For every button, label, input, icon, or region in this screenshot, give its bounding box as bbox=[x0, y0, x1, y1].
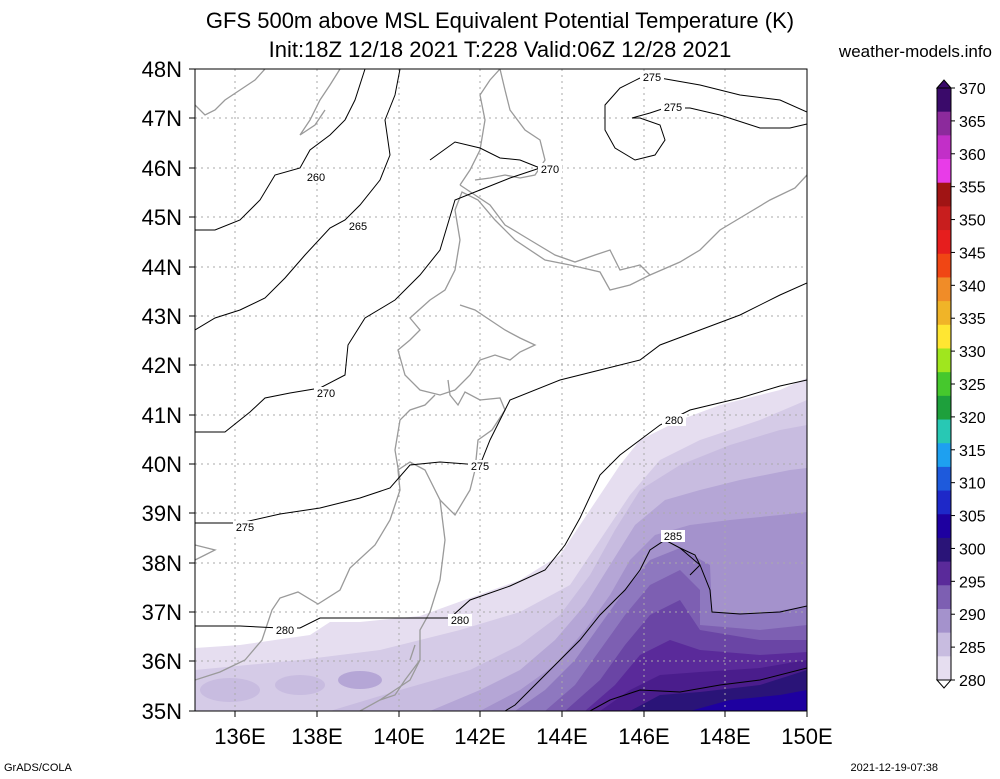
chart-title: GFS 500m above MSL Equivalent Potential … bbox=[205, 8, 795, 33]
contour-label: 285 bbox=[664, 531, 682, 543]
chart-subtitle: Init:18Z 12/18 2021 T:228 Valid:06Z 12/2… bbox=[268, 37, 732, 62]
colorbar-top-arrow bbox=[935, 79, 953, 89]
colorbar-swatch bbox=[937, 537, 951, 563]
colorbar-label: 295 bbox=[959, 574, 986, 591]
contour-label: 275 bbox=[471, 461, 489, 473]
colorbar-label: 330 bbox=[959, 344, 986, 361]
lon-label: 138E bbox=[291, 724, 342, 749]
lon-label: 150E bbox=[781, 724, 832, 749]
lon-label: 142E bbox=[454, 724, 505, 749]
contour-label-group: 275 275 270 260 265 270 280 275 275 285 … bbox=[233, 71, 686, 637]
colorbar-swatch bbox=[937, 656, 951, 681]
colorbar-swatch bbox=[937, 585, 951, 610]
lon-label: 144E bbox=[536, 724, 587, 749]
contour-label: 275 bbox=[643, 72, 661, 84]
map-border bbox=[194, 68, 808, 712]
lat-label: 42N bbox=[142, 353, 182, 378]
contour-label: 280 bbox=[665, 415, 683, 427]
colorbar-swatch bbox=[937, 561, 951, 586]
lat-label: 39N bbox=[142, 501, 182, 526]
lat-labels: 48N 47N 46N 45N 44N 43N 42N 41N 40N 39N … bbox=[142, 57, 182, 724]
colorbar-swatch bbox=[937, 632, 951, 657]
colorbar-label: 350 bbox=[959, 213, 986, 230]
lon-label: 136E bbox=[214, 724, 265, 749]
colorbar-swatch bbox=[937, 348, 951, 373]
colorbar-swatch bbox=[937, 111, 951, 136]
lat-label: 48N bbox=[142, 57, 182, 82]
lon-label: 140E bbox=[373, 724, 424, 749]
lat-label: 41N bbox=[142, 403, 182, 428]
contour-label: 270 bbox=[317, 388, 335, 400]
colorbar-swatch bbox=[937, 253, 951, 278]
colorbar-swatch bbox=[937, 466, 951, 492]
colorbar-swatch bbox=[937, 395, 951, 421]
colorbar-label: 305 bbox=[959, 509, 986, 526]
grid-lines bbox=[195, 69, 807, 711]
contour-label: 275 bbox=[664, 102, 682, 114]
site-label: weather-models.info bbox=[838, 42, 992, 61]
colorbar-swatch bbox=[937, 324, 951, 349]
colorbar-swatch bbox=[937, 135, 951, 160]
lat-label: 44N bbox=[142, 255, 182, 280]
colorbar-label: 300 bbox=[959, 541, 986, 558]
lat-label: 40N bbox=[142, 452, 182, 477]
contour-label: 260 bbox=[307, 172, 325, 184]
contour-label: 280 bbox=[451, 615, 469, 627]
contour-label: 275 bbox=[236, 522, 254, 534]
lat-label: 36N bbox=[142, 649, 182, 674]
lon-label: 148E bbox=[699, 724, 750, 749]
footer-timestamp: 2021-12-19-07:38 bbox=[850, 762, 938, 774]
colorbar-label: 365 bbox=[959, 114, 986, 131]
colorbar-swatch bbox=[937, 419, 951, 444]
colorbar-label: 325 bbox=[959, 377, 986, 394]
colorbar-label: 345 bbox=[959, 245, 986, 262]
colorbar-swatch bbox=[937, 159, 951, 184]
axis-ticks bbox=[189, 68, 808, 717]
shaded-field bbox=[195, 378, 807, 711]
colorbar-bottom-arrow bbox=[935, 679, 953, 689]
colorbar-label: 355 bbox=[959, 180, 986, 197]
contour-label: 270 bbox=[541, 164, 559, 176]
colorbar-label: 370 bbox=[959, 81, 986, 98]
colorbar-swatch bbox=[937, 443, 951, 468]
contour-label: 265 bbox=[349, 221, 367, 233]
contour-label: 280 bbox=[276, 625, 294, 637]
colorbar-swatch bbox=[937, 372, 951, 397]
lat-label: 43N bbox=[142, 304, 182, 329]
colorbar-label: 290 bbox=[959, 607, 986, 624]
lon-label: 146E bbox=[618, 724, 669, 749]
colorbar: 370 365 360 355 350 345 340 335 330 325 320 315 310 3… bbox=[935, 79, 986, 690]
colorbar-label: 335 bbox=[959, 311, 986, 328]
colorbar-label: 340 bbox=[959, 278, 986, 295]
colorbar-swatch bbox=[937, 301, 951, 326]
colorbar-label: 280 bbox=[959, 673, 986, 690]
colorbar-swatch bbox=[937, 277, 951, 302]
lat-label: 37N bbox=[142, 600, 182, 625]
lat-label: 46N bbox=[142, 156, 182, 181]
lat-label: 38N bbox=[142, 551, 182, 576]
colorbar-label: 360 bbox=[959, 147, 986, 164]
colorbar-label: 310 bbox=[959, 476, 986, 493]
footer-credit: GrADS/COLA bbox=[4, 762, 72, 774]
lat-label: 35N bbox=[142, 699, 182, 724]
colorbar-label: 315 bbox=[959, 443, 986, 460]
coastlines bbox=[195, 69, 807, 711]
colorbar-swatch bbox=[937, 490, 951, 515]
colorbar-label: 320 bbox=[959, 410, 986, 427]
lat-label: 47N bbox=[142, 106, 182, 131]
colorbar-swatch bbox=[937, 230, 951, 255]
lat-label: 45N bbox=[142, 205, 182, 230]
colorbar-swatch bbox=[937, 206, 951, 231]
colorbar-label: 285 bbox=[959, 640, 986, 657]
colorbar-swatch bbox=[937, 608, 951, 634]
lon-labels: 136E 138E 140E 142E 144E 146E 148E 150E bbox=[214, 724, 832, 749]
colorbar-swatch bbox=[937, 514, 951, 539]
colorbar-swatch bbox=[937, 182, 951, 207]
colorbar-swatch bbox=[937, 88, 951, 113]
